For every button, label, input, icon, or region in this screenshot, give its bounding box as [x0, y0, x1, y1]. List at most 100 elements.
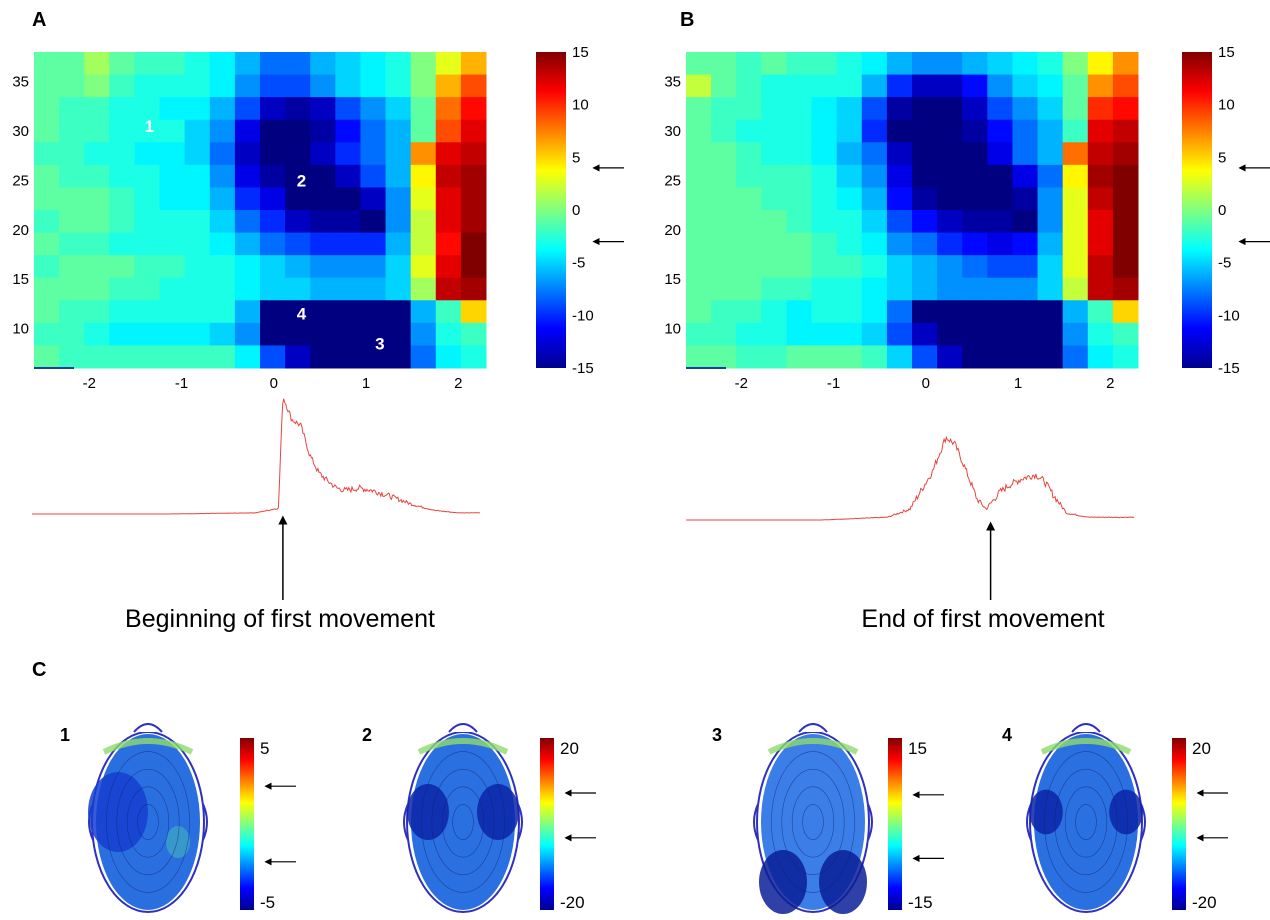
heatmap-cell	[836, 97, 863, 121]
y-tick-label: 25	[664, 172, 681, 189]
heatmap-cell	[385, 119, 412, 143]
heatmap-cell	[811, 255, 838, 279]
scalp-colorbar-top-label: 15	[908, 739, 927, 758]
heatmap-cell	[435, 300, 462, 324]
heatmap-cell	[84, 164, 110, 188]
heatmap-a-x-ticks: -2 -1 0 1 2	[83, 375, 463, 392]
heatmap-cell	[886, 142, 913, 166]
heatmap-cell	[1087, 322, 1114, 346]
heatmap-cell	[836, 187, 863, 211]
heatmap-cell	[335, 345, 361, 369]
heatmap-cell	[1062, 210, 1089, 234]
heatmap-cell	[1112, 142, 1139, 166]
heatmap-cell	[1087, 210, 1114, 234]
heatmap-cell	[159, 210, 186, 234]
heatmap-b-y-ticks: 35 30 25 20 15 10	[664, 74, 681, 338]
heatmap-cell	[285, 255, 311, 279]
heatmap-cell	[736, 232, 762, 256]
heatmap-cell	[861, 74, 888, 98]
heatmap-cell	[260, 255, 286, 279]
heatmap-cell	[811, 300, 838, 324]
heatmap-cell	[184, 164, 211, 188]
heatmap-cell	[159, 119, 186, 143]
heatmap-cell	[761, 52, 787, 76]
heatmap-cell	[385, 187, 412, 211]
heatmap-cell	[886, 119, 913, 143]
heatmap-cell	[109, 277, 135, 301]
scalp-contour	[137, 804, 159, 840]
heatmap-cell	[987, 52, 1013, 76]
heatmap-cell	[234, 277, 261, 301]
colorbar-b-gradient	[1182, 52, 1212, 368]
heatmap-cell	[937, 119, 963, 143]
heatmap-cell	[1087, 232, 1114, 256]
heatmap-cell	[912, 52, 938, 76]
heatmap-cell	[435, 187, 462, 211]
heatmap-cell	[310, 164, 336, 188]
heatmap-cell	[460, 97, 487, 121]
head-nose	[133, 723, 163, 733]
heatmap-cell	[260, 277, 286, 301]
heatmap-cell	[335, 97, 361, 121]
colorbar-a: 15 10 5 0 -5 -10 -15	[536, 44, 624, 377]
heatmap-cell	[360, 164, 387, 188]
heatmap-cell	[385, 322, 412, 346]
heatmap-cell	[360, 210, 387, 234]
heatmap-cell	[886, 300, 913, 324]
heatmap-cell	[184, 187, 211, 211]
head-nose	[448, 723, 478, 733]
heatmap-cell	[912, 210, 938, 234]
heatmap-cell	[109, 142, 135, 166]
heatmap-cell	[260, 187, 286, 211]
heatmap-cell	[234, 322, 261, 346]
heatmap-cell	[335, 255, 361, 279]
heatmap-b-cells	[686, 52, 1139, 369]
scalp-contour	[1044, 751, 1128, 893]
heatmap-cell	[736, 322, 762, 346]
heatmap-cell	[59, 119, 85, 143]
heatmap-cell	[285, 210, 311, 234]
heatmap-cell	[109, 210, 135, 234]
heatmap-cell	[385, 300, 412, 324]
heatmap-cell	[786, 97, 813, 121]
heatmap-cell	[159, 322, 186, 346]
heatmap-cell	[209, 119, 236, 143]
head-ear	[753, 803, 759, 841]
heatmap-cell	[285, 277, 311, 301]
heatmap-cell	[335, 322, 361, 346]
panel-letter-b: B	[680, 9, 694, 31]
heatmap-cell	[1012, 97, 1039, 121]
heatmap-cell	[711, 142, 737, 166]
heatmap-cell	[360, 187, 387, 211]
heatmap-cell	[360, 300, 387, 324]
heatmap-cell	[460, 255, 487, 279]
heatmap-cell	[285, 345, 311, 369]
heatmap-cell	[134, 142, 161, 166]
heatmap-cell	[711, 97, 737, 121]
heatmap-cell	[761, 255, 787, 279]
heatmap-cell	[1012, 187, 1039, 211]
heatmap-cell	[310, 52, 336, 76]
scalp-colorbar	[1172, 738, 1186, 910]
heatmap-cell	[1062, 345, 1089, 369]
heatmap-cell	[761, 300, 787, 324]
heatmap-cell	[460, 52, 487, 76]
heatmap-cell	[34, 119, 60, 143]
heatmap-cell	[886, 164, 913, 188]
heatmap-cell	[410, 74, 437, 98]
colorbar-tick-label: 5	[572, 149, 580, 166]
heatmap-cell	[861, 119, 888, 143]
head-ear	[517, 803, 523, 841]
heatmap-cell	[1087, 142, 1114, 166]
heatmap-cell	[836, 210, 863, 234]
heatmap-cell	[1012, 300, 1039, 324]
heatmap-cell	[410, 232, 437, 256]
panel-letter-a: A	[32, 9, 46, 31]
heatmap-cell	[686, 232, 712, 256]
y-tick-label: 35	[664, 74, 681, 91]
colorbar-a-arrows	[592, 164, 624, 246]
heatmap-cell	[59, 277, 85, 301]
heatmap-a-region-labels: 1 2 4 3	[145, 117, 385, 353]
heatmap-cell	[711, 187, 737, 211]
heatmap-cell	[886, 255, 913, 279]
